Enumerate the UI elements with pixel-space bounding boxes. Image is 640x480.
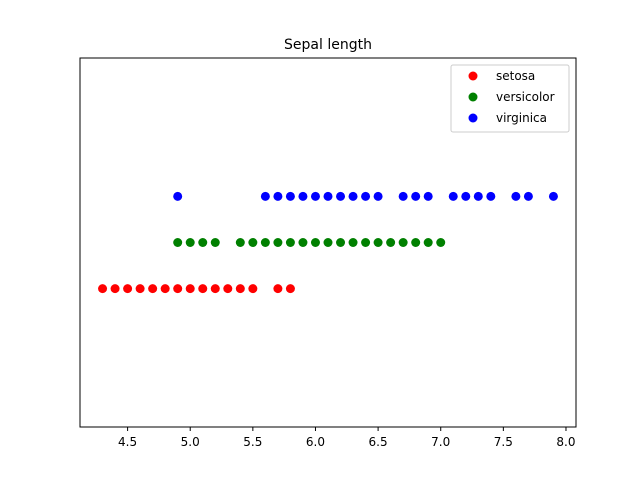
- point-virginica-13: [423, 191, 433, 201]
- series-virginica: [173, 191, 558, 201]
- point-virginica-15: [461, 191, 471, 201]
- point-virginica-10: [373, 191, 383, 201]
- point-setosa-8: [198, 284, 208, 294]
- point-versicolor-8: [285, 238, 295, 247]
- x-tick-label: 7.5: [494, 435, 513, 449]
- x-tick-label: 5.5: [243, 435, 262, 449]
- series-setosa: [98, 284, 295, 294]
- x-tick-label: 6.5: [369, 435, 388, 449]
- x-tick-label: 4.5: [118, 435, 137, 449]
- legend-marker-versicolor: [468, 92, 478, 102]
- point-virginica-2: [273, 191, 283, 201]
- point-setosa-2: [123, 284, 133, 294]
- point-versicolor-17: [398, 238, 408, 247]
- point-setosa-1: [110, 284, 120, 294]
- x-tick-label: 5.0: [181, 435, 200, 449]
- x-tick-label: 6.0: [306, 435, 325, 449]
- point-setosa-9: [210, 284, 220, 294]
- point-virginica-18: [511, 191, 521, 201]
- series-versicolor: [173, 238, 446, 247]
- point-virginica-20: [548, 191, 558, 201]
- point-virginica-8: [348, 191, 358, 201]
- point-virginica-6: [323, 191, 333, 201]
- x-tick-label: 8.0: [556, 435, 575, 449]
- point-setosa-12: [248, 284, 258, 294]
- point-versicolor-0: [173, 238, 183, 247]
- point-versicolor-19: [423, 238, 433, 247]
- point-versicolor-16: [386, 238, 396, 247]
- point-virginica-1: [260, 191, 270, 201]
- plot-marks: [98, 191, 558, 294]
- legend-marker-setosa: [468, 71, 478, 81]
- point-virginica-7: [336, 191, 346, 201]
- point-virginica-16: [473, 191, 483, 201]
- point-virginica-3: [285, 191, 295, 201]
- point-versicolor-15: [373, 238, 383, 247]
- point-setosa-4: [148, 284, 158, 294]
- point-virginica-0: [173, 191, 183, 201]
- point-versicolor-11: [323, 238, 333, 247]
- point-setosa-14: [285, 284, 295, 294]
- plot-area-frame: [79, 57, 577, 428]
- point-virginica-12: [411, 191, 421, 201]
- point-versicolor-6: [260, 238, 270, 247]
- point-versicolor-10: [310, 238, 320, 247]
- point-virginica-5: [310, 191, 320, 201]
- point-setosa-3: [135, 284, 145, 294]
- legend-label-setosa: setosa: [496, 69, 535, 83]
- point-versicolor-13: [348, 238, 358, 247]
- point-virginica-17: [486, 191, 496, 201]
- point-versicolor-1: [185, 238, 195, 247]
- legend: setosa versicolor virginica: [450, 64, 570, 133]
- point-versicolor-20: [436, 238, 446, 247]
- point-setosa-10: [223, 284, 233, 294]
- point-setosa-0: [98, 284, 108, 294]
- point-versicolor-7: [273, 238, 283, 247]
- point-setosa-13: [273, 284, 283, 294]
- legend-box: [450, 64, 570, 133]
- legend-marker-virginica: [468, 113, 478, 123]
- point-versicolor-18: [411, 238, 421, 247]
- point-versicolor-3: [210, 238, 220, 247]
- point-versicolor-14: [361, 238, 371, 247]
- point-setosa-6: [173, 284, 183, 294]
- point-versicolor-2: [198, 238, 208, 247]
- point-virginica-4: [298, 191, 308, 201]
- point-setosa-7: [185, 284, 195, 294]
- legend-label-virginica: virginica: [496, 111, 547, 125]
- point-virginica-19: [523, 191, 533, 201]
- point-versicolor-9: [298, 238, 308, 247]
- legend-label-versicolor: versicolor: [496, 90, 555, 104]
- x-axis: 4.5 5.0 5.5 6.0 6.5 7.0 7.5 8.0: [118, 427, 576, 449]
- point-versicolor-12: [336, 238, 346, 247]
- point-versicolor-4: [235, 238, 245, 247]
- point-virginica-9: [361, 191, 371, 201]
- chart-title: Sepal length: [284, 37, 372, 53]
- point-versicolor-5: [248, 238, 258, 247]
- x-tick-label: 7.0: [431, 435, 450, 449]
- point-setosa-11: [235, 284, 245, 294]
- point-virginica-11: [398, 191, 408, 201]
- point-virginica-14: [448, 191, 458, 201]
- point-setosa-5: [160, 284, 170, 294]
